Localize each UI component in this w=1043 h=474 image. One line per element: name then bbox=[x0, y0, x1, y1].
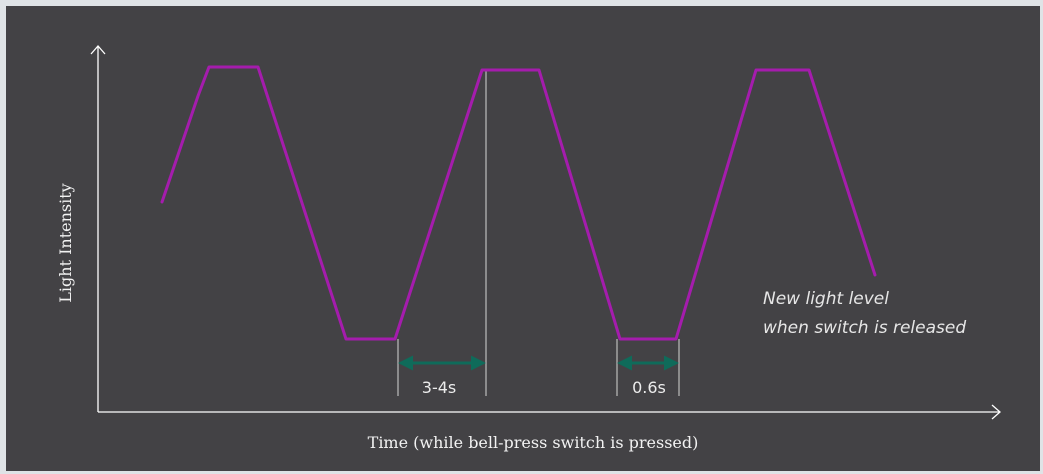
light-intensity-waveform bbox=[160, 65, 877, 341]
light-intensity-diagram: Light Intensity Time (while bell-press s… bbox=[6, 6, 1040, 471]
x-axis-arrowhead bbox=[991, 404, 1001, 420]
diagram-canvas: Light Intensity Time (while bell-press s… bbox=[56, 45, 1001, 452]
dwell-duration-label: 0.6s bbox=[632, 378, 666, 397]
release-note-line2: when switch is released bbox=[763, 318, 966, 338]
y-axis-arrowhead bbox=[90, 45, 106, 55]
x-axis-label: Time (while bell-press switch is pressed… bbox=[368, 433, 699, 452]
ramp-duration-label: 3-4s bbox=[422, 378, 456, 397]
y-axis-label: Light Intensity bbox=[56, 183, 75, 302]
axes bbox=[90, 45, 1001, 420]
release-note-line1: New light level bbox=[763, 289, 889, 309]
reference-ticks bbox=[397, 70, 680, 396]
